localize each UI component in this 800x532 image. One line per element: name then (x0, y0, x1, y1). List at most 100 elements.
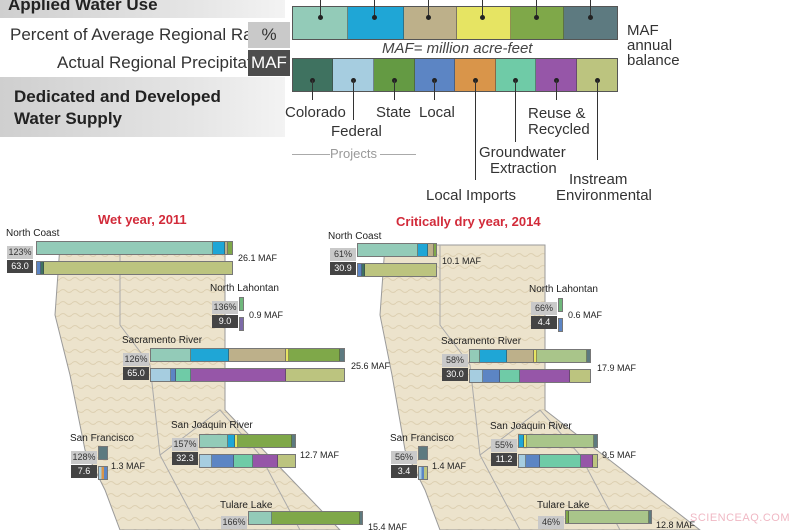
supply-bar (518, 454, 598, 468)
bar-segment (566, 511, 569, 523)
bar-segment (171, 369, 176, 381)
label-state: State (376, 104, 412, 121)
label-colorado: Colorado (285, 104, 346, 121)
bar-segment (151, 349, 191, 361)
use-swatch-5 (511, 7, 564, 39)
bar-segment (524, 435, 527, 447)
supply-band (0, 77, 285, 137)
region-pct: 46% (538, 516, 564, 529)
bar-segment (37, 242, 213, 254)
region-pct: 56% (391, 451, 417, 464)
dot-marker (318, 15, 323, 20)
bar-segment (191, 369, 286, 381)
map-title: Critically dry year, 2014 (396, 214, 541, 229)
bar-segment (225, 242, 228, 254)
region-maf: 32.3 (172, 452, 198, 465)
label-groundwater-2: Extraction (490, 160, 557, 177)
region-pct: 166% (221, 516, 247, 529)
use-bar (357, 243, 437, 257)
leader-line (590, 0, 591, 17)
region-name: Tulare Lake (220, 500, 273, 511)
region-name: North Lahontan (529, 284, 598, 295)
bar-segment (483, 370, 500, 382)
bar-segment (520, 370, 570, 382)
leader-line (482, 0, 483, 17)
bar-segment (534, 350, 537, 362)
leader-line (556, 80, 557, 100)
bar-segment (500, 370, 520, 382)
supply-bar (357, 263, 437, 277)
region-name: North Coast (328, 231, 382, 242)
supply-bar (36, 261, 233, 275)
bar-segment (238, 435, 292, 447)
bar-segment (537, 350, 587, 362)
bar-segment (228, 242, 232, 254)
region-name: San Joaquin River (171, 420, 253, 431)
region-border (159, 409, 301, 530)
bar-segment (286, 349, 289, 361)
bar-segment (418, 244, 428, 256)
bar-segment (581, 455, 593, 467)
use-bar (98, 446, 108, 460)
bar-segment (200, 435, 228, 447)
bar-segment (151, 369, 171, 381)
region-pct: 61% (330, 248, 356, 261)
leader-line (434, 80, 435, 100)
use-bar (558, 298, 563, 312)
region-name: San Francisco (390, 433, 454, 444)
bar-segment (212, 455, 234, 467)
supply-bar (469, 369, 591, 383)
use-bar (150, 348, 345, 362)
region-pct: 55% (491, 439, 517, 452)
dot-marker (480, 15, 485, 20)
bar-segment (37, 262, 41, 274)
region-balance: 26.1 MAF (238, 253, 278, 263)
region-balance: 0.6 MAF (568, 310, 603, 320)
region-maf: 7.6 (71, 465, 97, 478)
region-border (119, 245, 201, 530)
use-bar (469, 349, 591, 363)
label-instream-1: Instream (569, 171, 628, 188)
region-maf: 65.0 (123, 367, 149, 380)
balance-line-1: MAF (627, 22, 659, 39)
label-reuse-2: Recycled (528, 121, 590, 138)
dot-marker (588, 15, 593, 20)
region-balance: 17.9 MAF (597, 363, 637, 373)
label-federal: Federal (331, 123, 382, 140)
supply-bar (418, 466, 428, 480)
watermark: SCIENCEAQ.COM (689, 512, 790, 524)
region-pct: 136% (212, 301, 238, 314)
region-maf: 30.0 (442, 368, 468, 381)
bar-segment (249, 512, 272, 524)
bar-segment (434, 244, 436, 256)
region-balance: 1.4 MAF (432, 461, 467, 471)
dot-marker (426, 15, 431, 20)
bar-segment (593, 455, 597, 467)
leader-line (536, 0, 537, 17)
bar-segment (340, 349, 344, 361)
region-pct: 128% (71, 451, 97, 464)
region-pct: 126% (123, 353, 149, 366)
use-bar (248, 511, 363, 525)
maf-note: MAF= million acre-feet (382, 40, 533, 57)
bar-segment (649, 511, 651, 523)
bar-segment (253, 455, 278, 467)
region-name: Sacramento River (441, 336, 522, 347)
region-maf: 4.4 (531, 316, 557, 329)
leader-line (312, 80, 313, 100)
use-swatch-6 (564, 7, 617, 39)
balance-line-2: annual (627, 37, 673, 54)
region-border (479, 409, 621, 530)
label-projects: Projects (330, 146, 377, 161)
use-bar (418, 446, 428, 460)
bar-segment (292, 435, 295, 447)
use-bar (199, 434, 296, 448)
bar-segment (519, 435, 524, 447)
bar-segment (213, 242, 225, 254)
supply-bar (98, 466, 108, 480)
bar-segment (587, 350, 590, 362)
bar-segment (200, 455, 212, 467)
bar-segment (569, 511, 649, 523)
bar-segment (470, 350, 480, 362)
map-title: Wet year, 2011 (98, 212, 187, 227)
